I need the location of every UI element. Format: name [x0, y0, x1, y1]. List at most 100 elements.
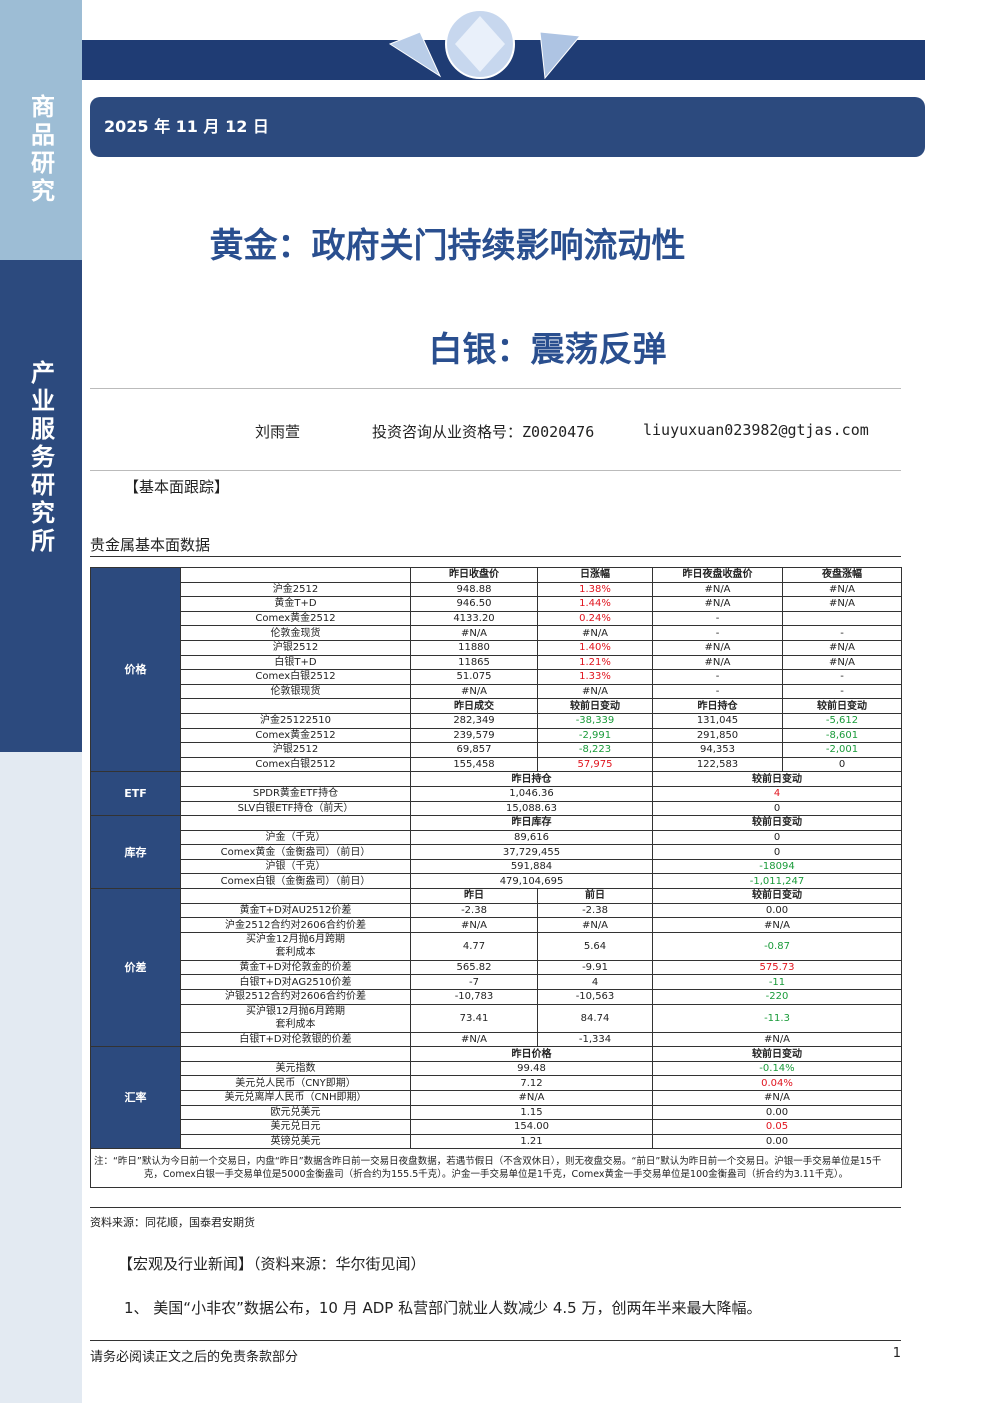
row-name: Comex白银2512 — [180, 669, 411, 685]
cell: 946.50 — [410, 596, 538, 612]
table-row: 沪银2512 69,857 -8,223 94,353 -2,001 — [91, 742, 902, 758]
cell: 4.77 — [410, 931, 538, 961]
cell: 57,975 — [537, 756, 653, 773]
row-name: 黄金T+D — [180, 596, 411, 612]
cell: 0.24% — [537, 610, 653, 627]
cell: 0.00 — [652, 1133, 902, 1150]
row-name: 买沪金12月抛6月跨期 套利成本 — [180, 931, 411, 961]
cell: - — [782, 669, 902, 685]
column-header: 昨日库存 — [410, 815, 653, 831]
cell: 11880 — [410, 639, 538, 656]
cell: 7.12 — [410, 1075, 653, 1091]
cell: -8,601 — [782, 727, 902, 744]
author-license: 投资咨询从业资格号：Z0020476 — [372, 423, 595, 441]
cell: 575.73 — [652, 959, 902, 976]
row-name: 白银T+D — [180, 654, 411, 671]
row-name: 黄金T+D对伦敦金的价差 — [180, 959, 411, 976]
table-row: 昨日成交 较前日变动 昨日持仓 较前日变动 — [91, 698, 902, 714]
table-row: 库存 昨日库存 较前日变动 — [90, 815, 902, 890]
table-note: 注：“昨日”默认为今日前一个交易日，内盘“昨日”数据含昨日前一交易日夜盘数据，若… — [90, 1148, 902, 1189]
cell: 591,884 — [410, 858, 653, 875]
cell: #N/A — [652, 1090, 902, 1106]
cell: - — [782, 683, 902, 700]
cell: #N/A — [410, 683, 538, 700]
cell: 5.64 — [537, 931, 653, 961]
row-name: 美元兑人民币（CNY即期） — [180, 1075, 411, 1091]
cell: -1,334 — [537, 1031, 653, 1048]
cell: #N/A — [410, 1090, 653, 1106]
cell: -2.38 — [410, 902, 538, 919]
table-row: 黄金T+D对伦敦金的价差 565.82 -9.91 575.73 — [91, 959, 902, 976]
table-row: 白银T+D 11865 1.21% #N/A #N/A — [91, 654, 902, 671]
cell: 94,353 — [652, 742, 783, 758]
cell: #N/A — [537, 625, 653, 641]
column-header: 较前日变动 — [652, 888, 902, 904]
cell: 99.48 — [410, 1060, 653, 1077]
cell: 0.04% — [652, 1075, 902, 1091]
cell: 155,458 — [410, 756, 538, 773]
column-header: 较前日变动 — [537, 698, 653, 714]
author-name: 刘雨萱 — [255, 423, 301, 441]
cell: 1,046.36 — [410, 785, 653, 802]
row-name: 沪金（千克） — [180, 829, 411, 846]
cell: -5,612 — [782, 712, 902, 729]
cell: 1.33% — [537, 669, 653, 685]
cell: 948.88 — [410, 581, 538, 598]
table-row: 白银T+D对AG2510价差 -7 4 -11 — [91, 974, 902, 991]
cell: -11.3 — [652, 1003, 902, 1033]
header-diamonds — [388, 9, 581, 80]
table-row: 英镑兑美元 1.21 0.00 — [91, 1133, 902, 1150]
cell: #N/A — [652, 654, 783, 671]
row-name: 沪金2512合约对2606合约价差 — [180, 917, 411, 933]
cell: #N/A — [652, 1031, 902, 1048]
cell: #N/A — [652, 596, 783, 612]
table-caption: 贵金属基本面数据 — [90, 536, 211, 554]
cell: 84.74 — [537, 1003, 653, 1033]
sidebar-top: 商品研究 — [0, 80, 82, 260]
cell: 1.44% — [537, 596, 653, 612]
cell: - — [652, 610, 783, 627]
row-name: Comex黄金（金衡盎司）（前日） — [180, 844, 411, 860]
cell — [180, 888, 411, 904]
data-table: 价格 昨日收盘价 日涨幅 昨日夜盘收盘价 夜盘涨幅 沪金2512 948.88 1.38% #N… — [90, 566, 902, 1189]
table-row: 黄金T+D对AU2512价差 -2.38 -2.38 0.00 — [91, 902, 902, 919]
title: 黄金：政府关门持续影响流动性 — [209, 226, 686, 266]
divider — [90, 388, 901, 389]
row-name: Comex黄金2512 — [180, 610, 411, 627]
cell: 291,850 — [652, 727, 783, 744]
cell: -10,563 — [537, 989, 653, 1005]
column-header: 昨日成交 — [410, 698, 538, 714]
row-name: 黄金T+D对AU2512价差 — [180, 902, 411, 919]
column-header: 前日 — [537, 888, 653, 904]
cell: #N/A — [782, 581, 902, 598]
cell: #N/A — [410, 1031, 538, 1048]
row-name: 伦敦银现货 — [180, 683, 411, 700]
row-name: 沪银2512合约对2606合约价差 — [180, 989, 411, 1005]
row-name: SLV白银ETF持仓（前天） — [180, 800, 411, 817]
section-label: 库存 — [90, 815, 181, 890]
cell: #N/A — [652, 581, 783, 598]
cell: -1,011,247 — [652, 873, 902, 890]
table-row: 汇率 昨日价格 较前日变动 — [90, 1046, 902, 1150]
cell: 51.075 — [410, 669, 538, 685]
cell: 11865 — [410, 654, 538, 671]
row-name: 买沪银12月抛6月跨期 套利成本 — [180, 1003, 411, 1033]
cell: 0.00 — [652, 902, 902, 919]
cell: 0 — [652, 829, 902, 846]
author-email: liuyuxuan023982@gtjas.com — [643, 421, 869, 439]
cell: -8,223 — [537, 742, 653, 758]
row-name: 沪银2512 — [180, 639, 411, 656]
cell: #N/A — [410, 625, 538, 641]
table-row: SPDR黄金ETF持仓 1,046.36 4 — [91, 785, 902, 802]
row-name: 欧元兑美元 — [180, 1104, 411, 1121]
row-name: 白银T+D对AG2510价差 — [180, 974, 411, 991]
cell: 122,583 — [652, 756, 783, 773]
table-row: 美元兑人民币（CNY即期） 7.12 0.04% — [91, 1075, 902, 1091]
table-row: Comex白银2512 155,458 57,975 122,583 0 — [91, 756, 902, 773]
divider — [90, 1340, 901, 1341]
cell: #N/A — [782, 596, 902, 612]
cell: 37,729,455 — [410, 844, 653, 860]
table-row: SLV白银ETF持仓（前天） 15,088.63 0 — [91, 800, 902, 817]
cell: 154.00 — [410, 1119, 653, 1135]
table-row: 沪金（千克） 89,616 0 — [91, 829, 902, 846]
